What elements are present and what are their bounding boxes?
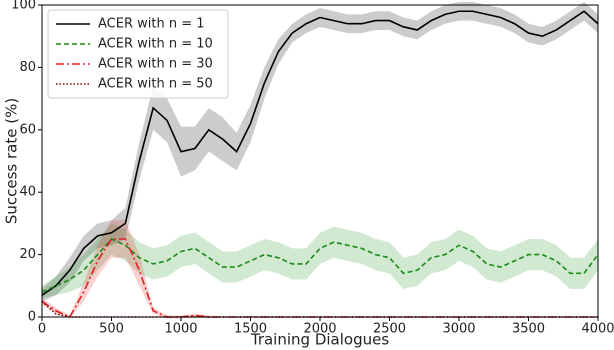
legend-label: ACER with n = 1 (98, 17, 205, 32)
legend-label: ACER with n = 30 (98, 57, 213, 72)
x-tick-label: 3500 (512, 322, 545, 337)
line (41, 10, 599, 296)
error-band (42, 223, 598, 299)
line (41, 238, 599, 293)
line (41, 300, 598, 318)
legend-label: ACER with n = 10 (98, 37, 213, 52)
error-band (42, 1, 598, 302)
x-tick-label: 0 (38, 322, 46, 337)
y-tick-label: 60 (19, 122, 36, 137)
x-tick-label: 2500 (373, 322, 406, 337)
y-tick-label: 0 (28, 310, 36, 325)
x-axis-title: Training Dialogues (250, 331, 389, 349)
x-tick-label: 1000 (164, 322, 197, 337)
x-tick-label: 1500 (234, 322, 267, 337)
y-axis-title: Success rate (%) (3, 98, 21, 224)
y-tick-label: 40 (19, 185, 36, 200)
x-tick-label: 2000 (303, 322, 336, 337)
x-tick-label: 4000 (581, 322, 614, 337)
y-tick-label: 80 (19, 60, 36, 75)
legend-label: ACER with n = 50 (98, 77, 213, 92)
legend-box (47, 9, 229, 99)
x-tick-label: 500 (99, 322, 124, 337)
y-tick-label: 20 (19, 247, 36, 262)
y-tick-label: 100 (11, 0, 36, 13)
x-tick-label: 3000 (442, 322, 475, 337)
